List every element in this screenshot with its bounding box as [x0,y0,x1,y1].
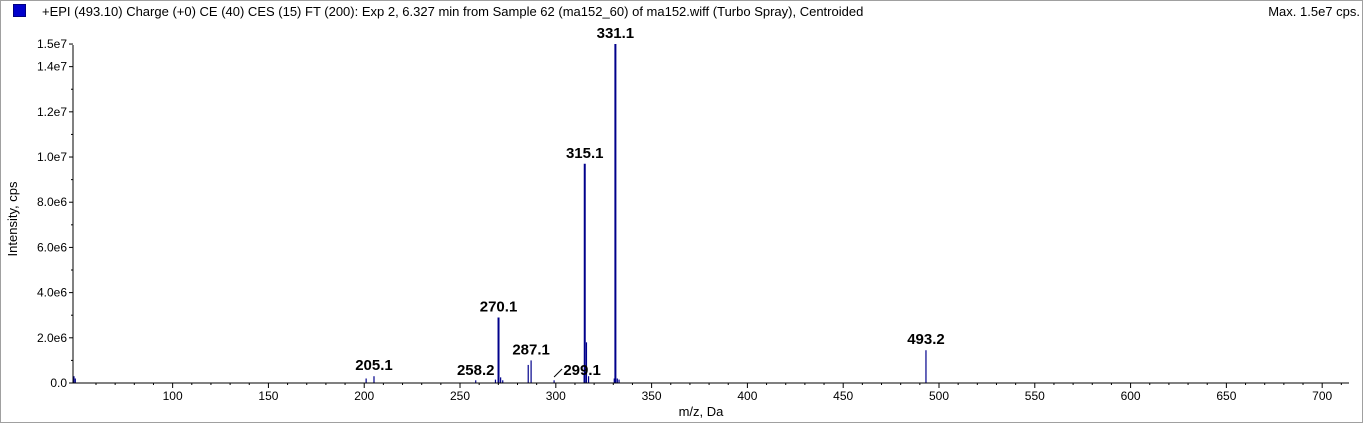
x-tick-label: 100 [163,389,183,403]
peak-label: 258.2 [457,362,495,379]
x-tick-label: 400 [737,389,757,403]
y-tick-label: 1.0e7 [37,150,67,164]
series-legend-marker [13,4,26,17]
peak-label: 205.1 [355,357,393,374]
x-axis-title: m/z, Da [679,404,725,419]
y-axis-title: Intensity, cps [5,181,20,256]
peak-label: 299.1 [563,362,601,379]
peak-label: 287.1 [512,341,550,358]
peak-label: 493.2 [907,331,945,348]
x-tick-label: 150 [258,389,278,403]
x-tick-label: 350 [642,389,662,403]
x-tick-label: 650 [1216,389,1236,403]
x-axis-ticks: 100 150 200 250 300 350 400 450 500 550 600 650 700 [95,383,1342,403]
peak-labels: 205.1 258.2 270.1 287.1 299.1 315.1 331.1 493.2 [355,25,945,379]
peak-label-leader [553,368,563,378]
y-tick-label: 2.0e6 [37,331,67,345]
x-tick-label: 250 [450,389,470,403]
x-tick-label: 600 [1121,389,1141,403]
x-tick-label: 500 [929,389,949,403]
peak-label: 270.1 [480,298,518,315]
x-tick-label: 550 [1025,389,1045,403]
peak-label: 315.1 [566,145,604,162]
y-tick-label: 1.2e7 [37,105,67,119]
y-tick-label: 6.0e6 [37,240,67,254]
peak-label: 331.1 [597,25,635,42]
spectrum-peaks [73,44,927,383]
y-tick-label: 0.0 [50,376,67,390]
y-tick-label: 1.5e7 [37,37,67,51]
x-tick-label: 450 [833,389,853,403]
x-tick-label: 700 [1312,389,1332,403]
max-intensity-label: Max. 1.5e7 cps. [1268,4,1360,19]
x-tick-label: 200 [354,389,374,403]
spectrum-title: +EPI (493.10) Charge (+0) CE (40) CES (1… [42,4,864,19]
y-tick-label: 4.0e6 [37,286,67,300]
y-tick-label: 8.0e6 [37,195,67,209]
y-axis-ticks: 0.0 2.0e6 4.0e6 6.0e6 8.0e6 1.0e7 1.2e7 1.4e7 1.… [37,37,73,390]
y-tick-label: 1.4e7 [37,60,67,74]
x-tick-label: 300 [546,389,566,403]
